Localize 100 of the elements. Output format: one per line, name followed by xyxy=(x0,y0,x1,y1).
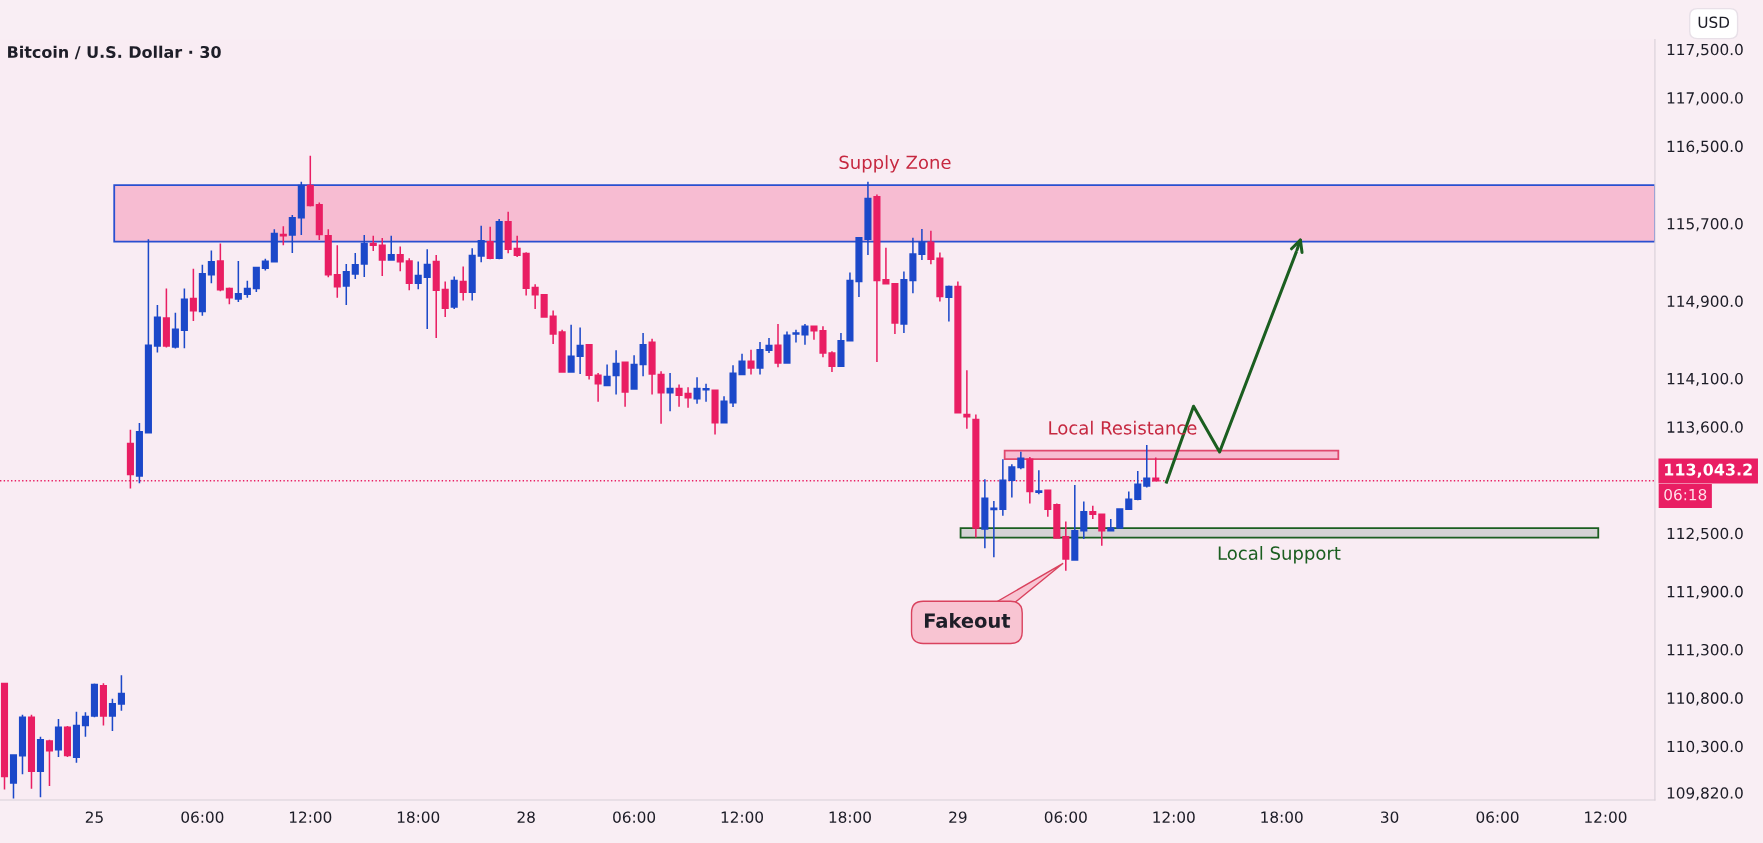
candlestick xyxy=(441,280,449,318)
y-tick-label: 111,300.0 xyxy=(1667,643,1743,658)
chart-title: Bitcoin / U.S. Dollar · 30 xyxy=(8,45,221,60)
candlestick xyxy=(378,237,386,277)
candlestick xyxy=(270,228,278,264)
candlestick xyxy=(657,370,665,425)
y-tick-label: 110,300.0 xyxy=(1667,740,1743,754)
candlestick xyxy=(477,224,485,264)
candlestick xyxy=(315,201,323,241)
candlestick xyxy=(162,287,170,349)
candlestick xyxy=(90,682,98,719)
candlestick xyxy=(558,328,566,374)
candlestick xyxy=(549,309,557,345)
x-tick-label: 06:00 xyxy=(1044,811,1087,823)
candlestick xyxy=(432,254,440,339)
x-tick-label: 30 xyxy=(1381,811,1399,823)
candlestick xyxy=(153,304,161,354)
candlestick xyxy=(1044,488,1052,518)
candlestick xyxy=(459,265,467,302)
y-tick-label: 110,800.0 xyxy=(1667,692,1743,706)
candlestick xyxy=(81,711,89,738)
y-tick-label: 117,000.0 xyxy=(1667,92,1743,106)
x-tick-label: 06:00 xyxy=(1476,811,1519,823)
y-tick-label: 117,500.0 xyxy=(1667,43,1743,57)
candlestick xyxy=(9,754,18,800)
candlestick xyxy=(1080,500,1088,540)
candlestick xyxy=(486,225,494,261)
candlestick xyxy=(585,343,593,381)
candlestick xyxy=(612,349,620,396)
candlestick xyxy=(396,245,404,273)
candlestick xyxy=(774,323,782,369)
candlestick xyxy=(189,267,197,322)
candlestick xyxy=(891,282,899,335)
candlestick xyxy=(504,210,512,255)
candlestick xyxy=(261,257,269,272)
candlestick xyxy=(99,682,107,727)
candlestick xyxy=(1089,505,1097,520)
x-tick-label: 29 xyxy=(949,811,967,823)
y-tick-label: 115,700.0 xyxy=(1667,218,1743,232)
candlestick xyxy=(288,214,296,254)
candlestick xyxy=(1008,463,1016,499)
candlestick xyxy=(747,348,755,376)
candlestick xyxy=(909,236,917,294)
candlestick xyxy=(513,234,521,258)
x-tick-label: 28 xyxy=(517,811,535,823)
candlestick xyxy=(243,279,251,299)
candlestick xyxy=(594,372,602,403)
candlestick xyxy=(36,736,45,799)
candlestick xyxy=(945,284,953,323)
candlestick xyxy=(414,260,422,290)
candlestick xyxy=(1143,444,1151,489)
candlestick xyxy=(333,244,341,299)
candlestick xyxy=(171,312,179,350)
candlestick xyxy=(252,266,260,293)
candlestick xyxy=(666,372,674,412)
y-tick-label: 116,500.0 xyxy=(1667,140,1743,154)
candlestick xyxy=(108,697,116,732)
candlestick xyxy=(990,500,998,559)
band-label: Supply Zone xyxy=(839,155,951,173)
candlestick xyxy=(540,293,548,319)
candlestick xyxy=(117,674,125,712)
candlestick xyxy=(936,251,944,303)
candlestick xyxy=(999,458,1007,517)
candlestick xyxy=(423,248,431,330)
candlestick xyxy=(1017,450,1025,470)
x-tick-label: 18:00 xyxy=(1261,811,1303,823)
candlestick xyxy=(603,363,611,387)
x-tick-label: 18:00 xyxy=(397,811,440,823)
candlestick xyxy=(684,386,692,409)
candlestick xyxy=(0,682,9,791)
candlestick xyxy=(324,228,332,279)
candlestick xyxy=(522,251,530,297)
candlestick xyxy=(1107,518,1115,533)
candlestick xyxy=(1098,512,1106,547)
y-tick-label: 111,900.0 xyxy=(1667,585,1743,599)
candlestick xyxy=(387,235,395,262)
candlestick xyxy=(72,710,81,764)
candlestick xyxy=(963,369,971,430)
candlestick xyxy=(531,283,539,310)
candlestick xyxy=(234,260,242,303)
candlestick xyxy=(360,234,368,278)
annotation: Fakeout xyxy=(924,612,1011,629)
candlestick xyxy=(306,155,314,208)
candlestick xyxy=(1125,490,1133,511)
candlestick xyxy=(648,337,656,396)
candlestick xyxy=(495,218,503,261)
candlestick xyxy=(18,713,27,776)
candlestick xyxy=(621,361,629,408)
y-tick-label: 112,500.0 xyxy=(1667,527,1743,541)
x-tick-label: 12:00 xyxy=(289,811,332,823)
candlestick xyxy=(1035,469,1043,495)
candlestick xyxy=(576,326,584,375)
candlestick xyxy=(54,718,63,758)
x-tick-label: 12:00 xyxy=(721,811,764,823)
candlestick xyxy=(279,225,287,247)
candlestick xyxy=(63,725,72,758)
candlestick xyxy=(873,193,881,363)
candlestick xyxy=(45,739,54,787)
candlestick xyxy=(144,238,152,435)
candlestick xyxy=(342,263,350,306)
